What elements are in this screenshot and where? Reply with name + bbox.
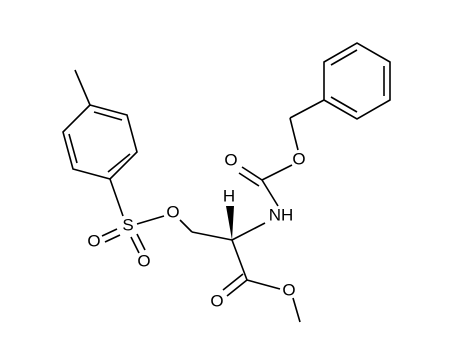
atom-label: O [282,280,295,299]
o-ch2-bond [289,117,299,151]
c-ester-bond [231,239,248,281]
atom-label: O [87,231,100,250]
ring-s-bond [109,178,124,217]
ester-single [246,279,281,290]
s-o-bond [136,215,165,225]
atom-label: O [137,251,150,270]
toluene-ring [62,104,138,180]
atom-label: NH [269,205,294,224]
atom-label: O [292,149,305,168]
bonds [62,42,391,323]
ch2-ring-bond [289,99,325,119]
methoxy-bond [292,297,301,323]
atom-label: S [122,215,133,234]
aromatic-double [330,96,358,113]
methyl-bond [74,69,91,106]
hashed-wedge [226,206,234,240]
aromatic-double [107,153,131,173]
s-o-double [130,236,140,254]
c-n-bond [231,222,266,241]
ester-double [222,273,244,291]
carbamate-double [241,166,263,181]
n-c-bond [261,179,279,207]
ester-double [226,279,248,297]
s-o-double [136,233,146,251]
atom-label: O [166,202,179,221]
atom-label: H [223,186,235,205]
ch2-c-bond [191,231,233,241]
s-o-double [104,234,121,243]
atom-label: O [224,150,237,169]
carbamate-double [238,172,260,187]
atom-label: O [210,291,223,310]
c-o-bond [261,164,293,181]
aromatic-double [93,111,123,121]
s-o-double [101,228,118,237]
aromatic-double [330,49,358,66]
benzene-ring [323,42,391,120]
aromatic-double [68,133,78,164]
o-ch2-bond [179,219,193,233]
